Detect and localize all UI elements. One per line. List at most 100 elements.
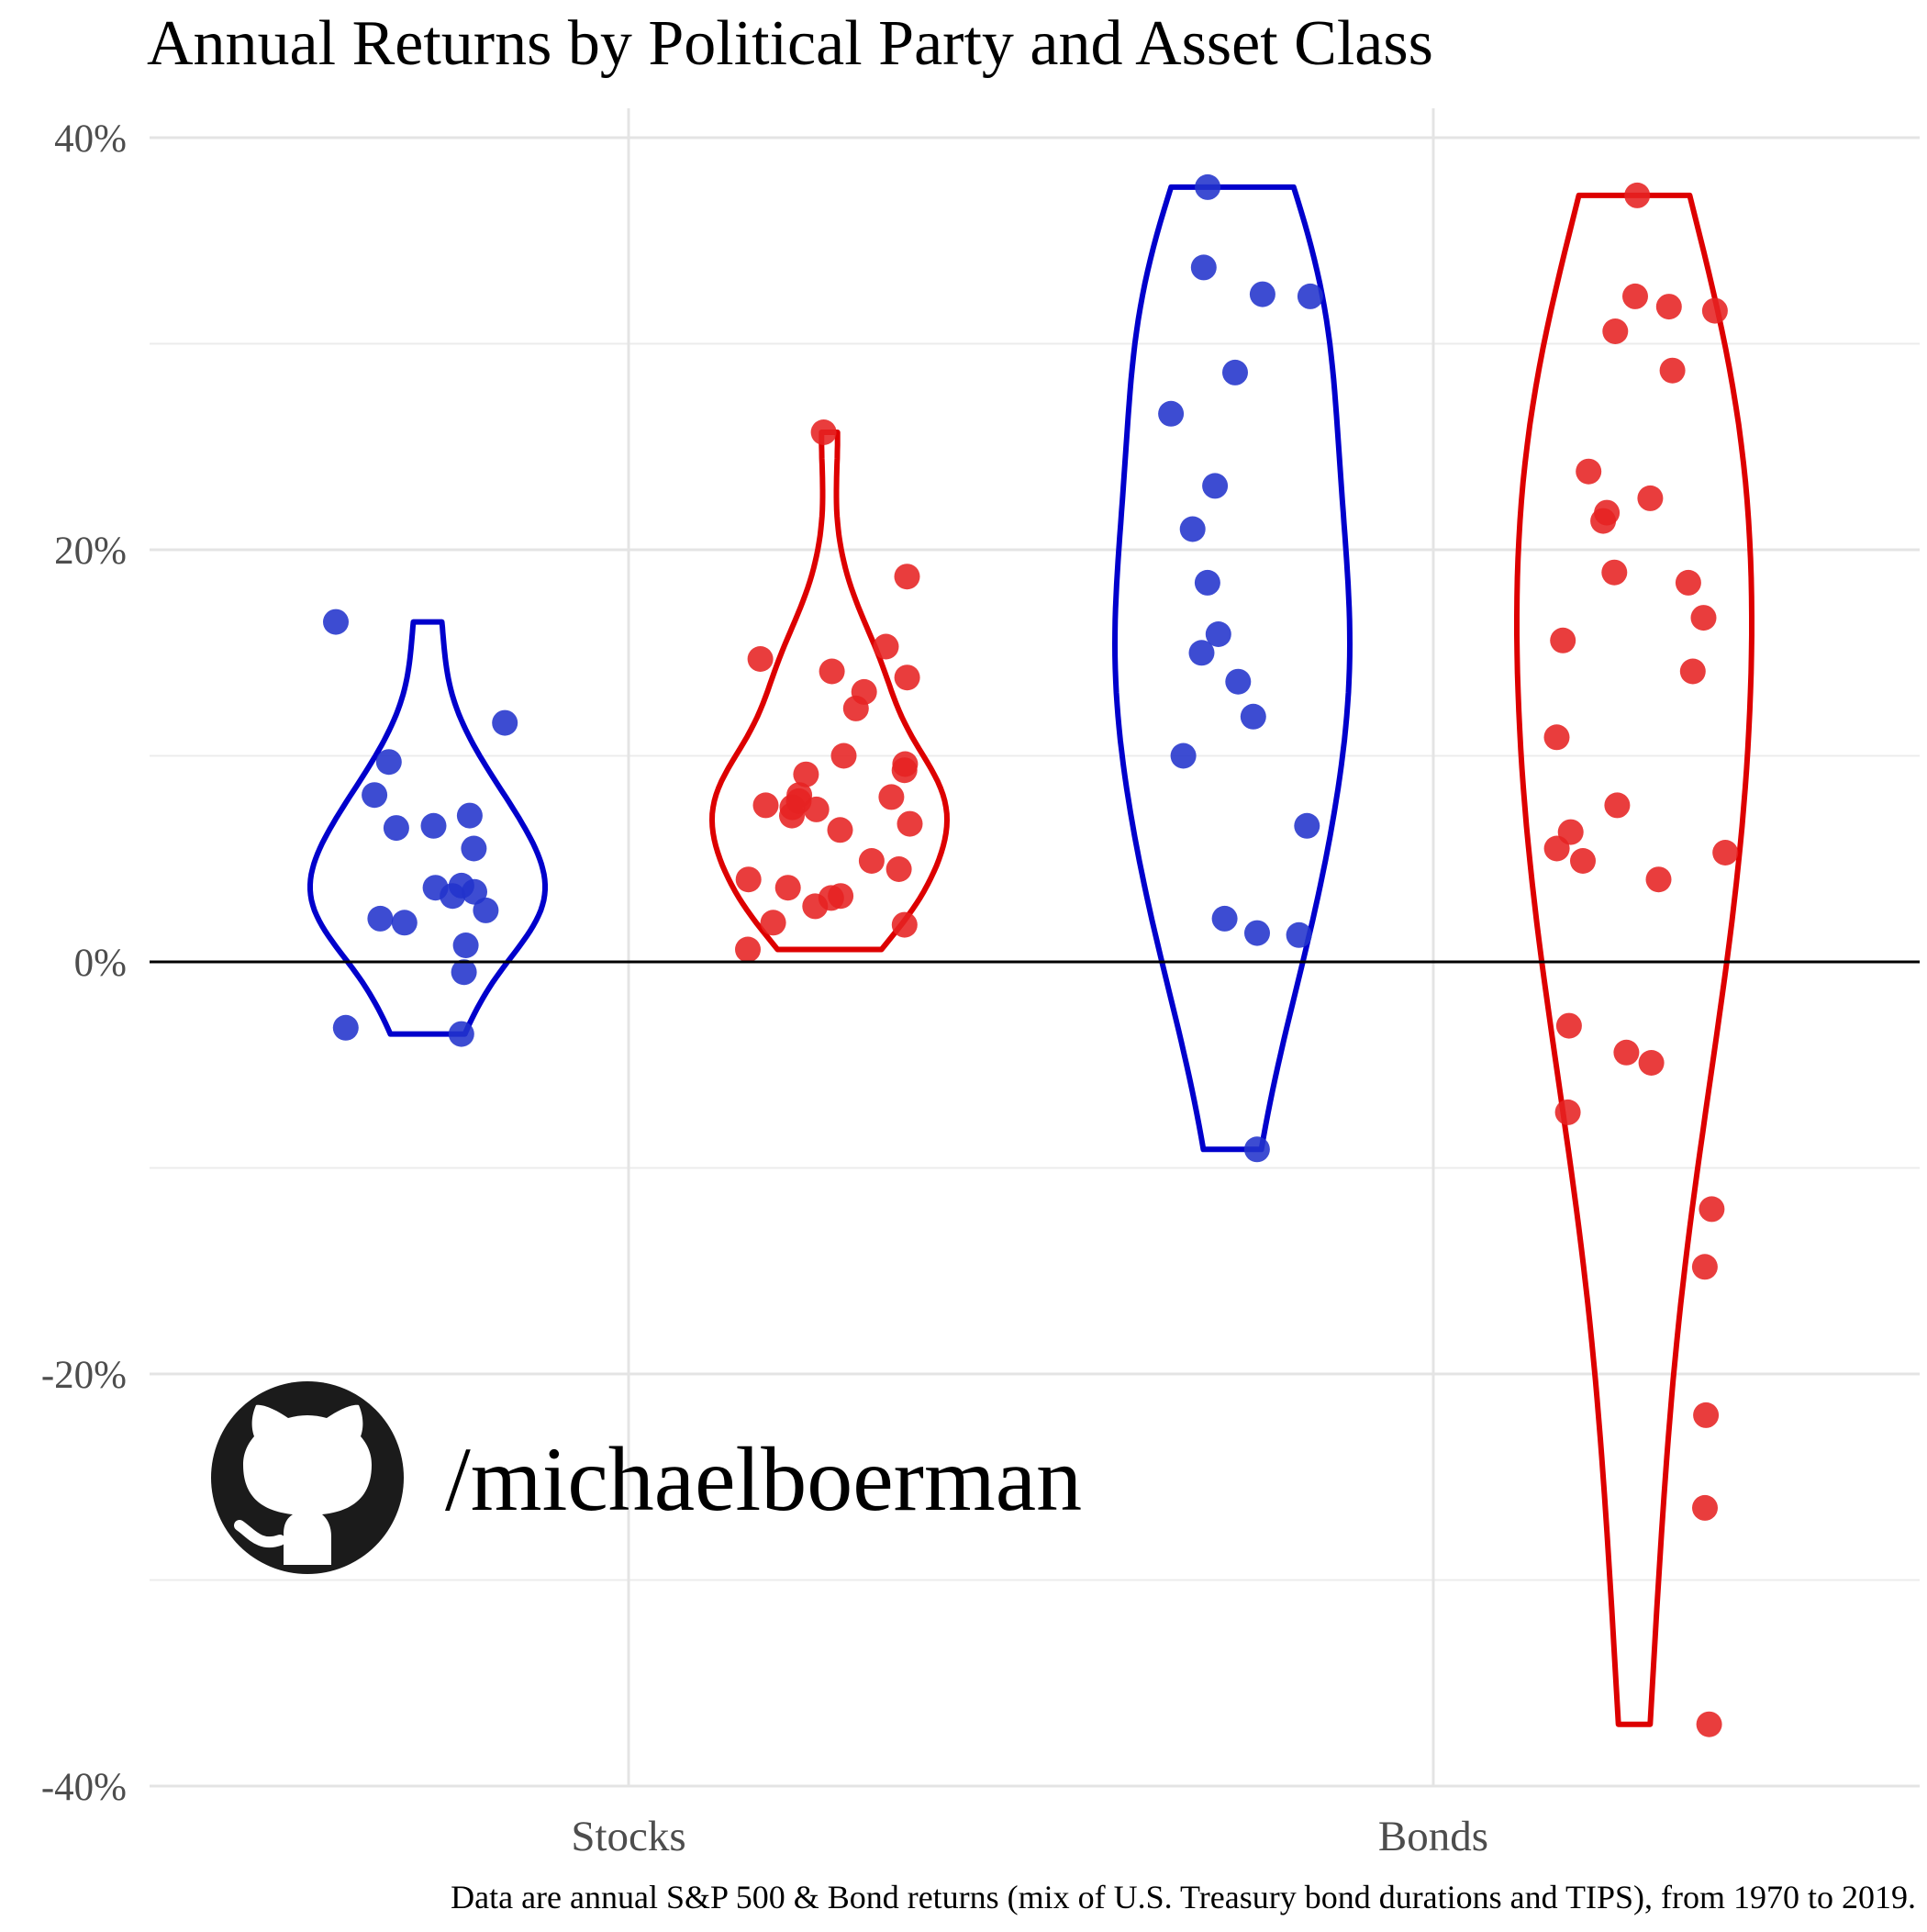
data-point-red [1576,458,1602,485]
data-point-red [897,810,923,837]
data-point-blue [452,932,479,958]
data-point-red [1555,1012,1582,1039]
data-point-blue [1188,640,1215,666]
y-tick-label: 40% [54,117,127,161]
data-point-red [1613,1039,1640,1066]
data-point-blue [391,910,418,936]
data-point-red [1691,1254,1718,1280]
data-point-blue [332,1014,359,1041]
data-point-red [803,796,830,822]
data-point-red [1690,605,1717,631]
data-point-red [1679,658,1706,685]
data-point-blue [420,812,447,839]
x-tick-label: Bonds [1378,1813,1488,1860]
data-point-blue [1194,569,1220,596]
data-point-red [1699,1196,1725,1223]
violin-red-bonds [1514,192,1754,1727]
data-point-blue [1225,668,1252,695]
data-point-red [886,856,912,882]
data-point-blue [1240,703,1266,730]
data-point-red [1692,1494,1718,1521]
data-point-blue [1202,473,1229,499]
data-point-red [1655,294,1682,320]
violin-blue-stocks [307,619,548,1037]
data-point-red [819,658,845,685]
data-point-red [842,695,869,721]
data-point-red [802,893,829,920]
y-tick-label: 20% [54,530,127,573]
data-point-blue [1297,283,1323,309]
data-point-red [891,757,918,784]
data-point-red [1712,840,1739,865]
data-point-red [873,633,899,660]
data-point-red [760,910,786,936]
violin-blue-bonds [1112,184,1353,1153]
data-point-red [1645,866,1672,893]
data-point-blue [1158,400,1185,427]
y-tick-label: -20% [41,1354,127,1397]
data-point-red [1604,792,1631,819]
data-point-red [793,761,819,787]
y-tick-label: 0% [74,942,127,985]
data-point-blue [1190,254,1217,281]
data-point-blue [1195,173,1221,200]
data-point-blue [1179,516,1206,542]
chart-caption: Data are annual S&P 500 & Bond returns (… [451,1879,1916,1915]
data-point-red [735,866,762,893]
github-icon [211,1381,404,1574]
x-tick-label: Stocks [571,1813,685,1860]
data-point-red [894,664,920,691]
data-point-red [1554,1099,1581,1125]
data-point-blue [1243,1136,1270,1163]
data-point-red [1693,1402,1720,1428]
data-point-red [891,911,918,938]
data-point-red [1543,835,1570,862]
watermark-handle: /michaelboerman [445,1428,1082,1530]
data-point-red [810,419,837,445]
data-point-red [747,646,774,672]
data-point-blue [383,815,409,842]
data-point-blue [375,749,402,776]
y-tick-label: -40% [41,1766,127,1809]
data-point-blue [1244,920,1270,946]
data-point-red [1701,297,1728,324]
data-point-red [1590,508,1617,534]
data-point-blue [473,897,499,923]
data-point-blue [448,1021,474,1047]
data-point-red [830,743,857,769]
data-point-red [1637,485,1664,511]
data-point-red [779,802,805,829]
grid-layer [150,108,1920,1788]
data-point-red [878,784,905,810]
data-point-blue [1294,812,1320,839]
data-point-blue [1170,743,1197,769]
data-point-red [1659,357,1686,384]
data-point-blue [461,835,487,862]
data-point-red [1696,1711,1722,1737]
data-point-red [1675,569,1701,596]
data-point-red [894,564,920,590]
data-point-blue [492,709,518,736]
data-point-red [1601,559,1628,586]
data-point-blue [456,802,483,829]
data-point-red [1638,1050,1665,1076]
data-point-red [752,792,779,819]
data-point-blue [1249,281,1275,307]
data-point-red [827,817,853,843]
data-point-blue [451,959,477,986]
data-point-blue [367,905,394,932]
data-point-blue [1286,921,1312,948]
data-point-red [1622,283,1648,309]
data-point-blue [362,782,388,809]
data-point-red [774,875,801,901]
data-point-red [735,936,761,963]
chart-title: Annual Returns by Political Party and As… [147,8,1433,79]
data-point-red [858,848,885,874]
data-point-red [1602,318,1629,344]
data-point-blue [440,883,466,910]
data-point-red [1570,848,1596,874]
point-layer [323,173,1739,1737]
data-point-blue [323,609,349,635]
